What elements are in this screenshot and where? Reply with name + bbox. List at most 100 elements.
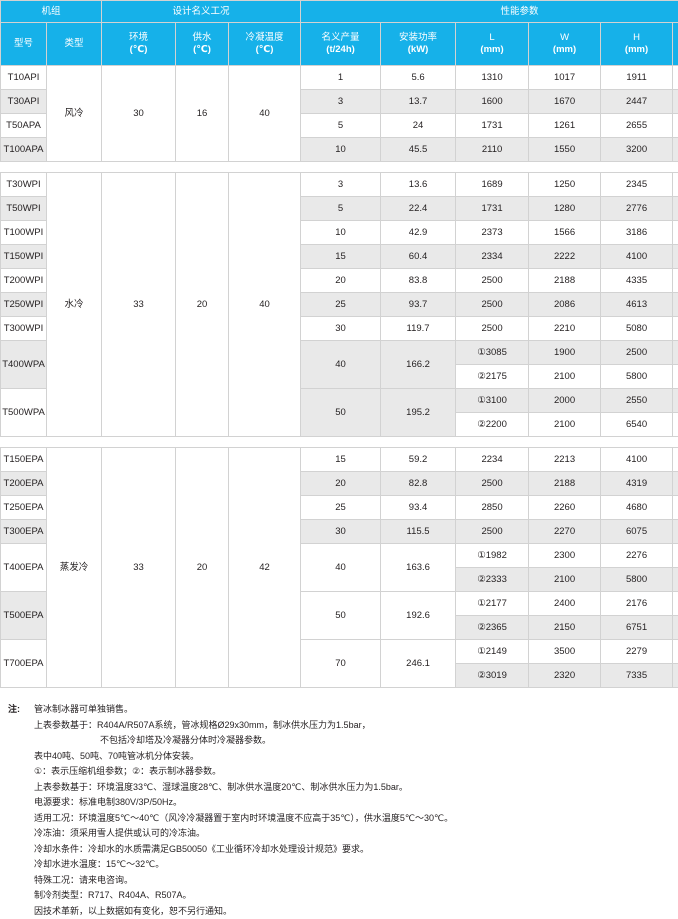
width-cell: 2086 <box>529 293 601 317</box>
group-header-1: 设计名义工况 <box>102 1 301 23</box>
width-cell: 2210 <box>529 317 601 341</box>
capacity-cell: 20 <box>301 269 381 293</box>
weight-cell: 3000 <box>673 114 678 138</box>
weight-cell: 4000 <box>673 138 678 162</box>
length-cell: 2500 <box>456 520 529 544</box>
height-cell: 1911 <box>601 66 673 90</box>
height-cell: 4100 <box>601 245 673 269</box>
length-cell: 2334 <box>456 245 529 269</box>
group-header-2: 性能参数 <box>301 1 678 23</box>
column-header-1: 类型 <box>47 23 102 66</box>
weight-cell: 6000 <box>673 616 678 640</box>
table-header: 机组设计名义工况性能参数 型号类型环境(℃)供水(℃)冷凝温度(℃)名义产量(t… <box>1 1 678 66</box>
column-header-name: 型号 <box>14 38 33 49</box>
note-line: 特殊工况：请来电咨询。 <box>8 873 670 889</box>
specification-table: 机组设计名义工况性能参数 型号类型环境(℃)供水(℃)冷凝温度(℃)名义产量(t… <box>0 0 678 688</box>
length-cell: ②2175 <box>456 365 529 389</box>
power-cell: 13.6 <box>381 173 456 197</box>
power-cell: 119.7 <box>381 317 456 341</box>
note-line: 上表参数基于：环境温度33℃、湿球温度28℃、制冰供水温度20℃、制冰供水压力为… <box>8 780 670 796</box>
height-cell: 5800 <box>601 365 673 389</box>
weight-cell: 5000 <box>673 365 678 389</box>
length-cell: 2234 <box>456 448 529 472</box>
capacity-cell: 15 <box>301 245 381 269</box>
height-cell: 2176 <box>601 592 673 616</box>
height-cell: 2776 <box>601 197 673 221</box>
height-cell: 4680 <box>601 496 673 520</box>
column-header-name: 供水 <box>193 32 212 43</box>
note-line: 不包括冷却塔及冷凝器分体时冷凝器参数。 <box>8 733 670 749</box>
width-cell: 2000 <box>529 389 601 413</box>
model-cell: T400WPA <box>1 341 47 389</box>
weight-cell: 5500 <box>673 544 678 568</box>
capacity-cell: 15 <box>301 448 381 472</box>
capacity-cell: 50 <box>301 389 381 437</box>
column-header-0: 型号 <box>1 23 47 66</box>
model-cell: T250WPI <box>1 293 47 317</box>
column-header-10: 净重(kg) <box>673 23 678 66</box>
weight-cell: 160000 <box>673 664 678 688</box>
column-header-unit: (t/24h) <box>301 44 380 56</box>
capacity-cell: 20 <box>301 472 381 496</box>
height-cell: 2655 <box>601 114 673 138</box>
length-cell: 1689 <box>456 173 529 197</box>
height-cell: 5800 <box>601 568 673 592</box>
height-cell: 4100 <box>601 448 673 472</box>
column-header-name: 冷凝温度 <box>246 32 284 43</box>
power-cell: 166.2 <box>381 341 456 389</box>
height-cell: 2279 <box>601 640 673 664</box>
block-spacer <box>1 162 678 173</box>
power-cell: 83.8 <box>381 269 456 293</box>
weight-cell: 6500 <box>673 472 678 496</box>
length-cell: 2110 <box>456 138 529 162</box>
note-line: 冷却水条件：冷却水的水质需满足GB50050《工业循环冷却水处理设计规范》要求。 <box>8 842 670 858</box>
width-cell: 2300 <box>529 544 601 568</box>
width-cell: 1550 <box>529 138 601 162</box>
weight-cell: 2100 <box>673 173 678 197</box>
model-cell: T250EPA <box>1 496 47 520</box>
width-cell: 2188 <box>529 472 601 496</box>
column-header-name: W <box>560 32 569 43</box>
width-cell: 1900 <box>529 341 601 365</box>
length-cell: 2500 <box>456 269 529 293</box>
model-cell: T50WPI <box>1 197 47 221</box>
column-header-unit: (kW) <box>381 44 455 56</box>
weight-cell: 6000 <box>673 245 678 269</box>
width-cell: 1566 <box>529 221 601 245</box>
height-cell: 3186 <box>601 221 673 245</box>
type-cell: 水冷 <box>47 173 102 437</box>
model-cell: T100WPI <box>1 221 47 245</box>
power-cell: 22.4 <box>381 197 456 221</box>
capacity-cell: 5 <box>301 197 381 221</box>
note-line: 电源要求：标准电制380V/3P/50Hz。 <box>8 795 670 811</box>
capacity-cell: 30 <box>301 520 381 544</box>
model-cell: T150WPI <box>1 245 47 269</box>
width-cell: 2100 <box>529 413 601 437</box>
condense-temp-cell: 40 <box>229 173 301 437</box>
column-header-3: 供水(℃) <box>176 23 229 66</box>
weight-cell: 6000 <box>673 341 678 365</box>
capacity-cell: 70 <box>301 640 381 688</box>
capacity-cell: 10 <box>301 138 381 162</box>
length-cell: ②3019 <box>456 664 529 688</box>
length-cell: ①2149 <box>456 640 529 664</box>
height-cell: 5080 <box>601 317 673 341</box>
length-cell: ②2365 <box>456 616 529 640</box>
column-header-4: 冷凝温度(℃) <box>229 23 301 66</box>
length-cell: ②2200 <box>456 413 529 437</box>
height-cell: 3200 <box>601 138 673 162</box>
column-header-unit: (℃) <box>229 44 300 56</box>
power-cell: 246.1 <box>381 640 456 688</box>
weight-cell: 2000 <box>673 90 678 114</box>
height-cell: 2447 <box>601 90 673 114</box>
model-cell: T700EPA <box>1 640 47 688</box>
width-cell: 1280 <box>529 197 601 221</box>
ambient-cell: 33 <box>102 448 176 688</box>
model-cell: T100APA <box>1 138 47 162</box>
height-cell: 2500 <box>601 341 673 365</box>
note-line: 因技术革新，以上数据如有变化，恕不另行通知。 <box>8 904 670 919</box>
power-cell: 59.2 <box>381 448 456 472</box>
model-cell: T200WPI <box>1 269 47 293</box>
length-cell: ①3085 <box>456 341 529 365</box>
